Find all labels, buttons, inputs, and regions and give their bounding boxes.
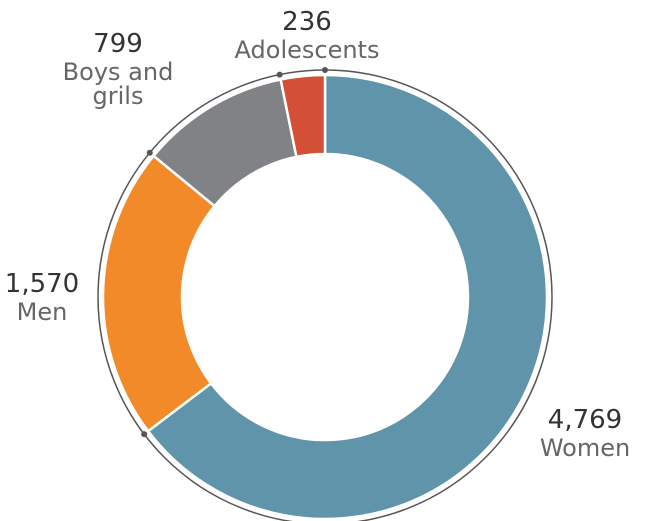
value-label: 236 xyxy=(282,7,332,37)
category-label: Women xyxy=(540,434,630,462)
donut-slice xyxy=(146,73,549,521)
donut-slice xyxy=(101,154,217,433)
boundary-dot xyxy=(322,67,328,73)
boundary-dot xyxy=(146,149,153,156)
value-label: 799 xyxy=(93,29,143,59)
category-label: Men xyxy=(17,298,68,326)
donut-slice xyxy=(279,73,327,159)
category-label: Adolescents xyxy=(235,36,380,64)
value-label: 4,769 xyxy=(548,405,622,435)
boundary-dot xyxy=(276,71,283,78)
category-label: Boys and grils xyxy=(63,58,174,110)
boundary-dot xyxy=(141,431,148,438)
value-label: 1,570 xyxy=(5,269,79,299)
